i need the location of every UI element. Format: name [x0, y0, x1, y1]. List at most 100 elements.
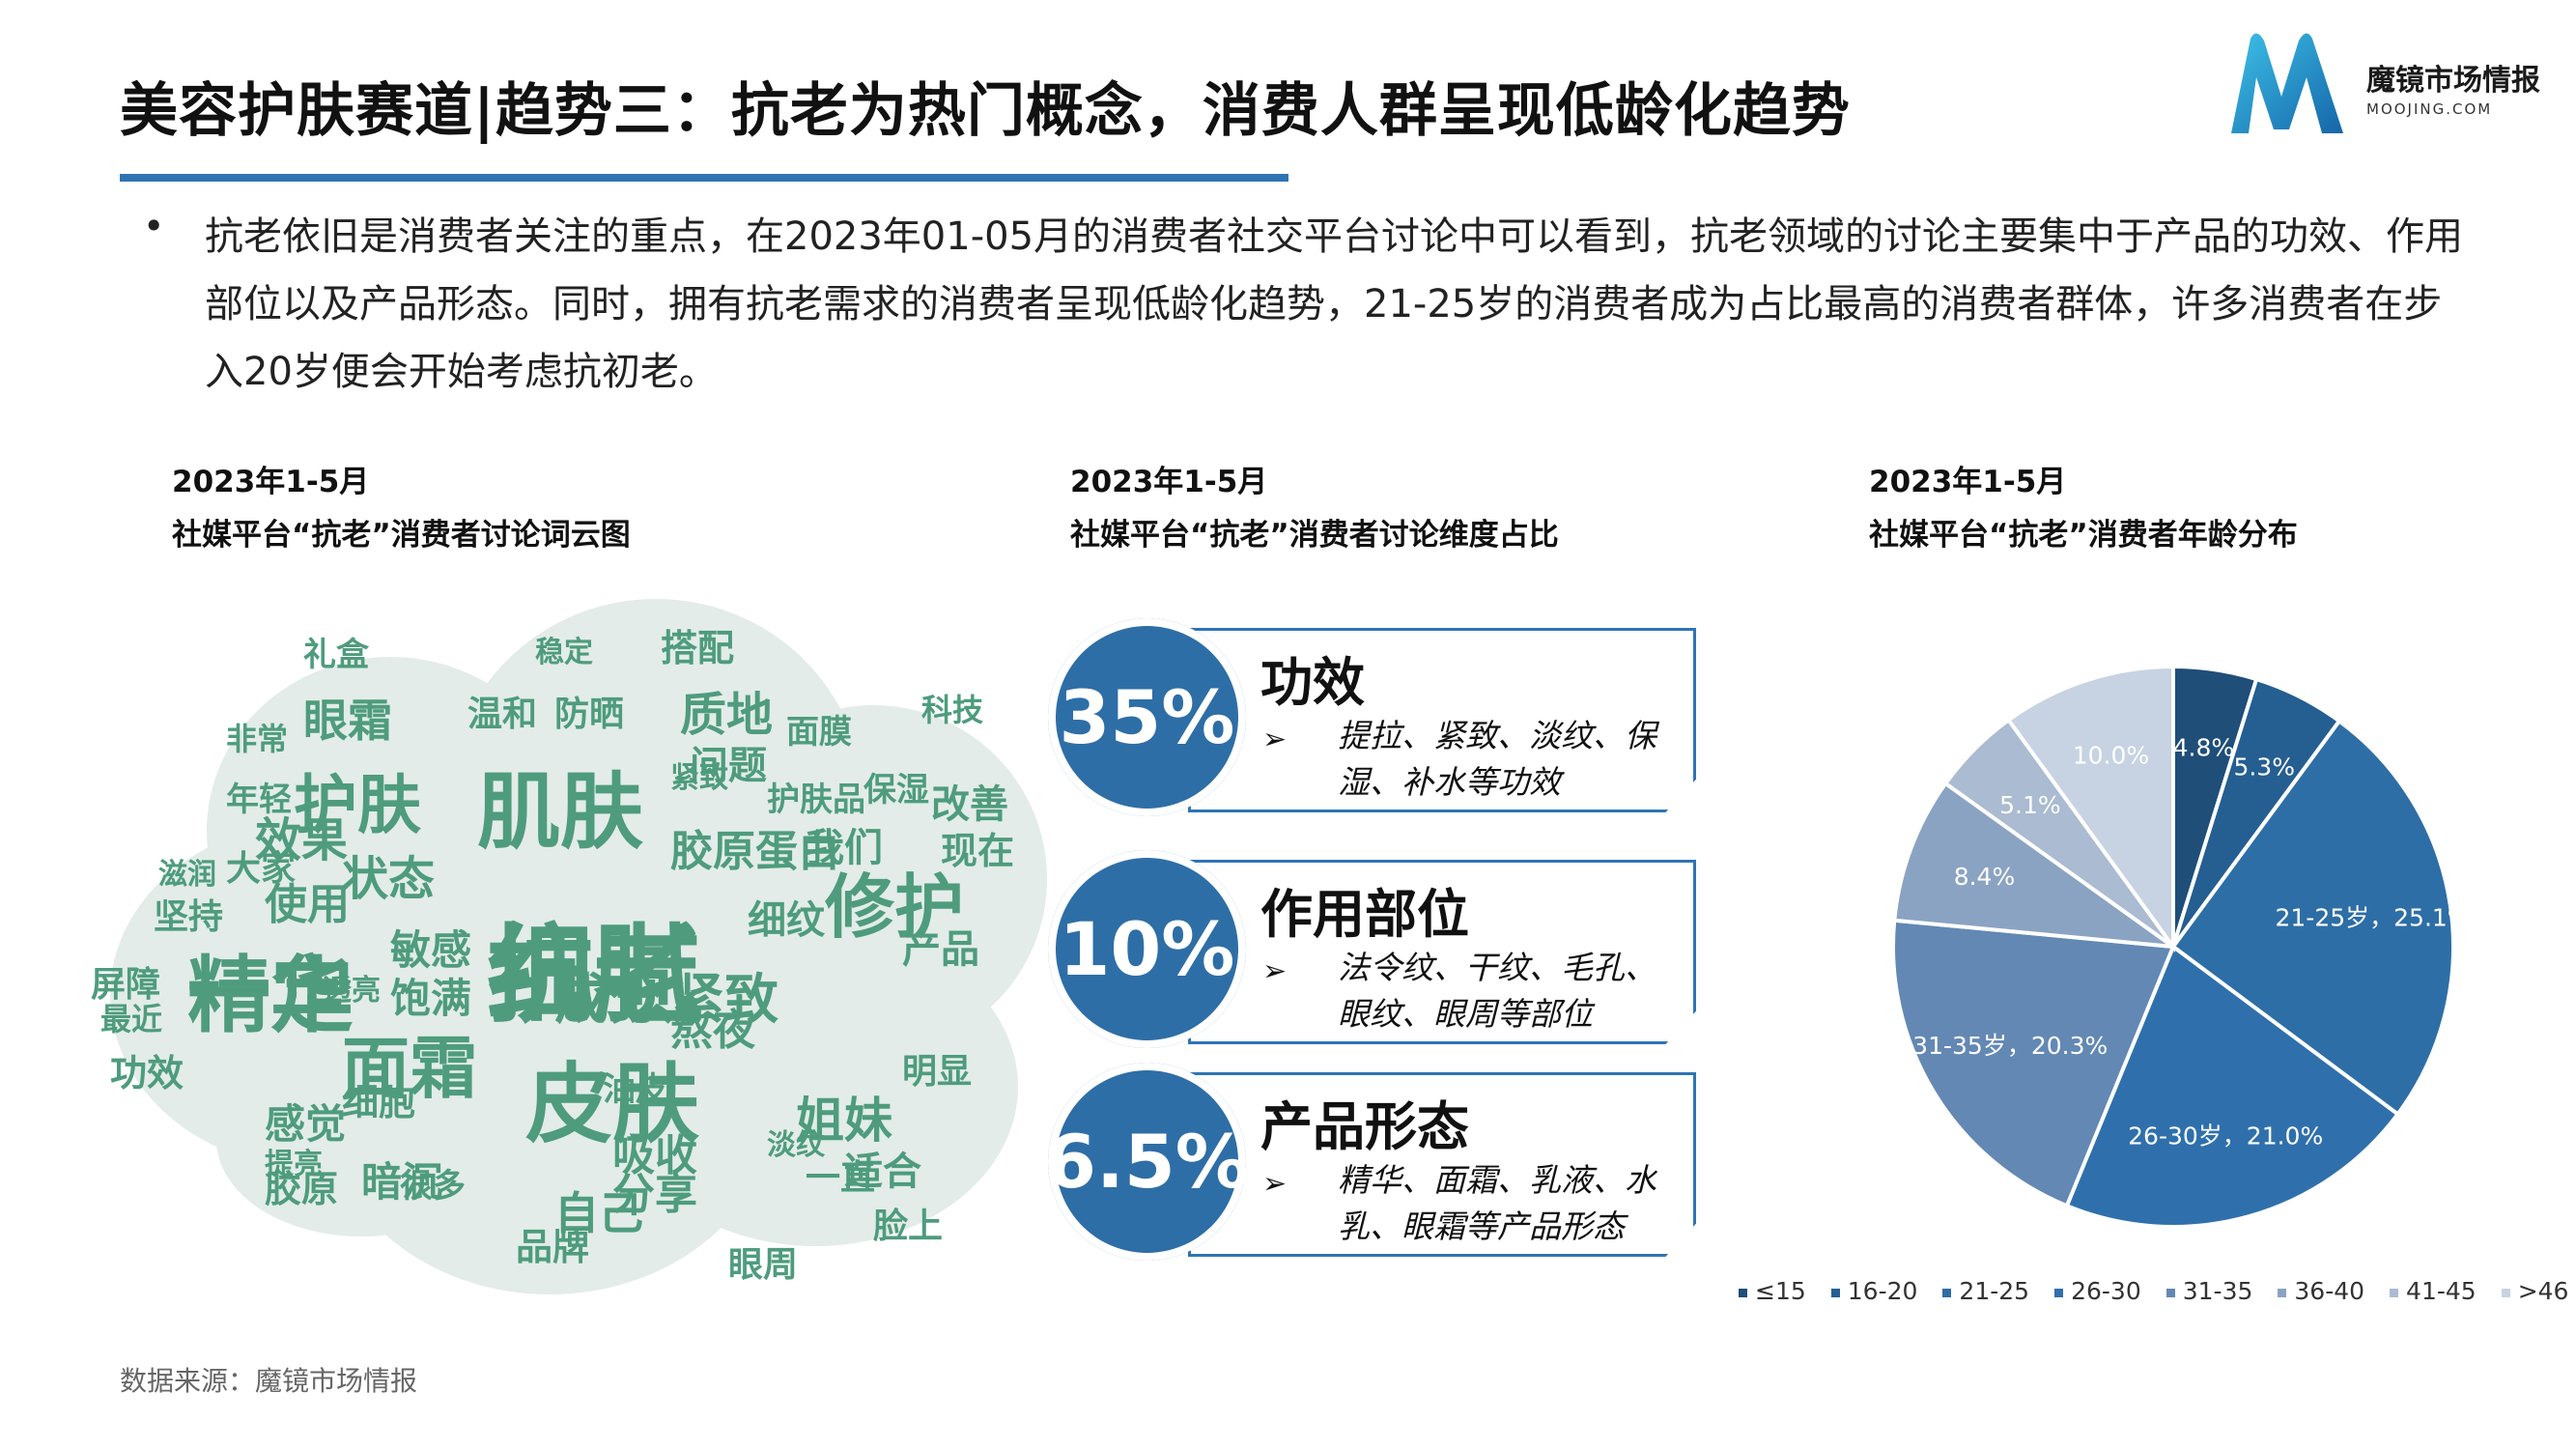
cloud-word: 护肤 — [294, 768, 421, 842]
brand-logo: 魔镜市场情报 MOOJING.COM — [2222, 27, 2569, 153]
dimension-card-frame — [1188, 1072, 1696, 1257]
legend-label: 26-30 — [2071, 1277, 2141, 1305]
cloud-word: 大家 — [226, 849, 297, 889]
legend-item: 26-30 — [2054, 1277, 2141, 1305]
cloud-word: 透亮 — [323, 974, 381, 1008]
pie-data-label: 26-30岁，21.0% — [2128, 1122, 2323, 1151]
dimension-card-frame — [1188, 860, 1696, 1044]
dimension-card: 6.5% 产品形态 ➢ 精华、面霜、乳液、水乳、眼霜等产品形态 — [1045, 1063, 1705, 1265]
cloud-word: 细腻 — [487, 914, 699, 1037]
legend-item: 31-35 — [2166, 1277, 2253, 1305]
cloud-word: 产品 — [902, 927, 979, 972]
cloud-word: 改善 — [931, 782, 1008, 827]
dims-panel-title: 社媒平台“抗老”消费者讨论维度占比 — [1070, 518, 1559, 553]
pie-slice — [2005, 664, 2175, 953]
cloud-word: 状态 — [342, 852, 436, 906]
cloud-word: 吸收 — [612, 1131, 697, 1180]
cloud-word: 科技 — [921, 692, 984, 728]
dimension-card-frame — [1188, 628, 1696, 812]
cloud-word: 效果 — [255, 813, 349, 867]
pie-data-label: 31-35岁，20.3% — [1912, 1032, 2108, 1060]
cloud-word: 修护 — [825, 867, 965, 948]
cloud-word: 紧致 — [670, 761, 728, 795]
cloud-word: 功效 — [110, 1052, 184, 1094]
arrow-bullet-icon: ➢ — [1262, 723, 1288, 756]
cloud-word: 搭配 — [661, 627, 735, 669]
logo-domain: MOOJING.COM — [2366, 100, 2493, 118]
pie-data-label: 10.0% — [2073, 741, 2149, 769]
cloud-word: 胶原 — [265, 1168, 339, 1210]
legend-swatch — [1830, 1288, 1840, 1297]
logo-name: 魔镜市场情报 — [2366, 64, 2540, 98]
legend-label: >46 — [2517, 1277, 2569, 1305]
cloud-word: 很多 — [400, 1167, 466, 1206]
cloud-word: 紧致 — [670, 969, 778, 1032]
cloud-word: 滋润 — [158, 858, 216, 892]
cloud-word: 防晒 — [554, 695, 625, 734]
cloud-word: 姐妹 — [796, 1093, 892, 1149]
pie-slice — [1891, 918, 2176, 1208]
cloud-word: 保湿 — [863, 771, 929, 810]
cloud-word: 感觉 — [265, 1100, 347, 1148]
dimension-description: 精华、面霜、乳液、水乳、眼霜等产品形态 — [1338, 1161, 1656, 1245]
cloud-word: 使用 — [265, 880, 350, 929]
cloud-word: 抗老 — [487, 914, 699, 1037]
cloud-word: 淡纹 — [767, 1128, 825, 1162]
cloud-word: 饱满 — [390, 975, 472, 1022]
cloud-panel-period: 2023年1-5月 — [172, 465, 370, 499]
legend-item: 36-40 — [2278, 1277, 2364, 1305]
legend-label: 16-20 — [1847, 1277, 1918, 1305]
dimension-percent: 6.5% — [1045, 1063, 1249, 1261]
cloud-word: 胶原蛋白 — [670, 827, 840, 876]
cloud-word: 礼盒 — [303, 636, 369, 674]
cloud-word: 细纹 — [748, 898, 825, 943]
cloud-panel-title: 社媒平台“抗老”消费者讨论词云图 — [172, 518, 631, 553]
cloud-word: 稳定 — [535, 636, 593, 669]
dimension-card: 10% 作用部位 ➢ 法令纹、干纹、毛孔、眼纹、眼周等部位 — [1048, 850, 1705, 1053]
age-panel-heading: 2023年1-5月 社媒平台“抗老”消费者年龄分布 — [1869, 456, 2298, 562]
dimension-percent: 35% — [1048, 618, 1246, 816]
m-logo-icon — [2231, 33, 2343, 133]
dimension-title: 产品形态 — [1260, 1096, 1469, 1157]
cloud-word: 成分 — [554, 969, 663, 1032]
cloud-word: 敏感 — [390, 926, 472, 974]
legend-swatch — [2501, 1288, 2510, 1297]
cloud-word: 油皮 — [603, 1070, 668, 1109]
dimension-description: 提拉、紧致、淡纹、保湿、补水等功效 — [1338, 717, 1656, 801]
legend-swatch — [1739, 1288, 1747, 1297]
cloud-word: 熬夜 — [670, 1006, 755, 1055]
cloud-word: 皮肤 — [525, 1054, 699, 1155]
pie-data-label: 5.3% — [2233, 753, 2295, 781]
legend-label: 36-40 — [2294, 1277, 2365, 1305]
cloud-word: 提亮 — [265, 1148, 323, 1181]
legend-swatch — [1942, 1288, 1952, 1297]
legend-swatch — [2166, 1288, 2175, 1297]
legend-label: 31-35 — [2182, 1277, 2253, 1305]
intro-paragraph: 抗老依旧是消费者关注的重点，在2023年01-05月的消费者社交平台讨论中可以看… — [205, 214, 2464, 394]
cloud-word: 一定 — [187, 948, 354, 1044]
age-panel-title: 社媒平台“抗老”消费者年龄分布 — [1869, 518, 2298, 553]
dims-panel-period: 2023年1-5月 — [1070, 465, 1268, 499]
word-cloud: 抗老 精华 皮肤 肌肤 面霜 修护 护肤 成分 效果 紧致 吸收 眼霜 状态 使用 感觉 熬夜 敏感 饱满 细纹 胶原… — [71, 580, 1057, 1294]
cloud-word: 自己 — [554, 1187, 643, 1239]
cloud-word: 品牌 — [516, 1226, 590, 1268]
page-title: 美容护肤赛道|趋势三：抗老为热门概念，消费人群呈现低龄化趋势 — [120, 77, 1851, 145]
legend-label: 21-25 — [1959, 1277, 2030, 1305]
cloud-word: 最近 — [100, 1001, 163, 1037]
dims-panel-heading: 2023年1-5月 社媒平台“抗老”消费者讨论维度占比 — [1070, 456, 1559, 562]
pie-data-label: 8.4% — [1954, 863, 2016, 891]
pie-legend: ≤15 16-20 21-25 26-30 31-35 36-40 41-45 >46 — [1739, 1277, 2576, 1305]
legend-swatch — [2390, 1288, 2399, 1297]
dimension-title: 功效 — [1260, 652, 1365, 713]
dimension-percent: 10% — [1048, 850, 1246, 1048]
cloud-word: 精华 — [187, 948, 354, 1044]
pie-slice — [2170, 718, 2455, 1118]
cloud-word: 问题 — [690, 744, 767, 788]
legend-item: 21-25 — [1942, 1277, 2029, 1305]
cloud-word: 现在 — [941, 830, 1015, 872]
cloud-word: 年轻 — [226, 781, 292, 819]
dimension-title: 作用部位 — [1260, 884, 1469, 945]
legend-item: ≤15 — [1739, 1277, 1806, 1305]
data-source-note: 数据来源：魔镜市场情报 — [120, 1365, 418, 1397]
cloud-shape — [216, 1043, 506, 1236]
